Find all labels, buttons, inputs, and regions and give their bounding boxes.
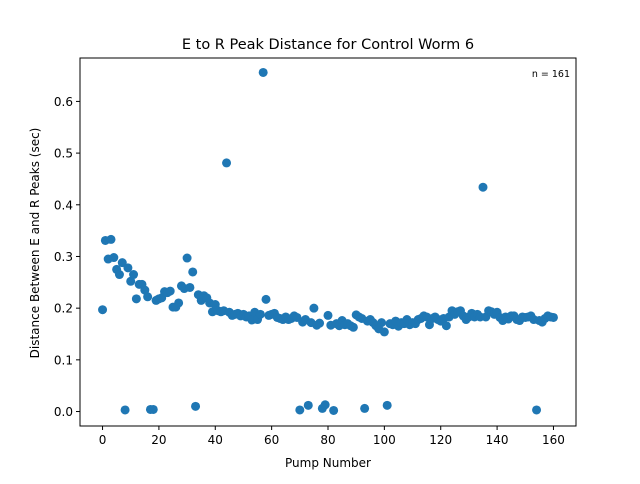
data-point xyxy=(348,322,358,332)
data-point xyxy=(548,312,558,322)
data-point xyxy=(377,318,387,328)
data-point xyxy=(185,282,195,292)
data-point xyxy=(109,253,119,263)
data-point xyxy=(320,400,330,410)
x-tick-label: 80 xyxy=(320,433,335,447)
x-tick-label: 0 xyxy=(99,433,107,447)
sample-count-annotation: n = 161 xyxy=(532,69,570,80)
data-point xyxy=(182,253,192,263)
data-point xyxy=(222,158,232,168)
data-point xyxy=(478,182,488,192)
data-point xyxy=(261,294,271,304)
data-point xyxy=(329,405,339,415)
data-point xyxy=(188,267,198,277)
y-axis-ticks: 0.0 0.1 0.2 0.3 0.4 0.5 0.6 xyxy=(54,95,80,419)
x-tick-label: 20 xyxy=(151,433,166,447)
data-point xyxy=(258,67,268,77)
y-tick-label: 0.2 xyxy=(54,302,73,316)
data-point xyxy=(295,405,305,415)
chart-title: E to R Peak Distance for Control Worm 6 xyxy=(182,37,474,53)
y-tick-label: 0.1 xyxy=(54,353,73,367)
data-point xyxy=(360,403,370,413)
data-point xyxy=(382,400,392,410)
y-tick-label: 0.0 xyxy=(54,405,73,419)
data-point xyxy=(120,405,130,415)
data-point xyxy=(165,286,175,296)
data-point xyxy=(126,276,136,286)
data-point xyxy=(441,321,451,331)
data-point xyxy=(532,405,542,415)
x-tick-label: 120 xyxy=(429,433,452,447)
data-point xyxy=(315,318,325,328)
data-point xyxy=(123,263,133,273)
data-point xyxy=(323,310,333,320)
y-tick-label: 0.3 xyxy=(54,250,73,264)
x-tick-label: 100 xyxy=(373,433,396,447)
x-tick-label: 140 xyxy=(486,433,509,447)
data-point xyxy=(174,298,184,308)
data-point xyxy=(114,270,124,280)
data-point xyxy=(129,270,139,280)
data-points xyxy=(98,67,558,415)
data-point xyxy=(303,400,313,410)
x-axis-label: Pump Number xyxy=(285,456,371,470)
y-tick-label: 0.5 xyxy=(54,147,73,161)
data-point xyxy=(148,404,158,414)
data-point xyxy=(309,303,319,313)
y-tick-label: 0.6 xyxy=(54,95,73,109)
data-point xyxy=(255,309,265,319)
y-tick-label: 0.4 xyxy=(54,198,73,212)
data-point xyxy=(143,292,153,302)
x-tick-label: 60 xyxy=(264,433,279,447)
x-axis-ticks: 0 20 40 60 80 100 120 140 160 xyxy=(99,426,565,447)
data-point xyxy=(140,285,150,295)
data-point xyxy=(379,327,389,337)
y-axis-label: Distance Between E and R Peaks (sec) xyxy=(28,128,42,359)
x-tick-label: 160 xyxy=(542,433,565,447)
data-point xyxy=(191,401,201,411)
data-point xyxy=(131,294,141,304)
x-tick-label: 40 xyxy=(208,433,223,447)
data-point xyxy=(106,234,116,244)
data-point xyxy=(98,305,108,315)
